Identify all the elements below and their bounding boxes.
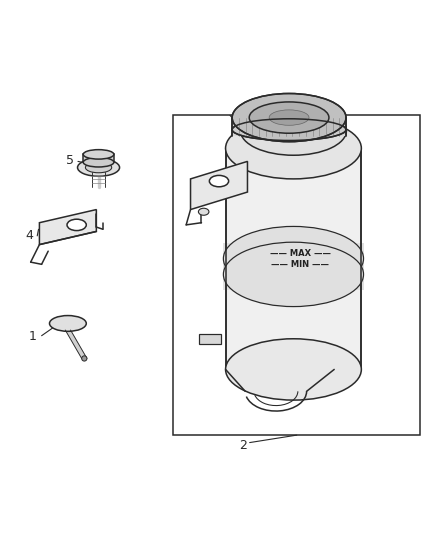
Bar	[232, 116, 346, 135]
Text: 5: 5	[66, 154, 74, 167]
Polygon shape	[191, 161, 247, 209]
Polygon shape	[199, 334, 221, 344]
Ellipse shape	[209, 175, 229, 187]
Ellipse shape	[240, 106, 346, 155]
Ellipse shape	[226, 118, 361, 179]
Bar	[83, 155, 114, 162]
Text: —— MAX ——: —— MAX ——	[269, 249, 331, 258]
Text: 3: 3	[235, 124, 243, 137]
Ellipse shape	[83, 158, 114, 167]
Ellipse shape	[83, 150, 114, 159]
Ellipse shape	[232, 93, 346, 142]
Text: 2: 2	[239, 439, 247, 451]
Ellipse shape	[232, 119, 346, 141]
Ellipse shape	[269, 110, 309, 125]
Polygon shape	[39, 209, 96, 245]
Text: 1: 1	[29, 330, 37, 343]
Bar	[223, 243, 364, 290]
Text: 4: 4	[26, 229, 34, 243]
Ellipse shape	[67, 219, 86, 231]
Ellipse shape	[198, 208, 209, 215]
Ellipse shape	[226, 339, 361, 400]
Ellipse shape	[223, 242, 364, 306]
Polygon shape	[226, 148, 361, 369]
Ellipse shape	[249, 102, 329, 133]
Ellipse shape	[49, 316, 86, 332]
Ellipse shape	[78, 159, 120, 176]
Ellipse shape	[223, 227, 364, 291]
Ellipse shape	[81, 356, 87, 361]
Text: —— MIN ——: —— MIN ——	[271, 260, 329, 269]
Ellipse shape	[85, 162, 112, 173]
Bar	[173, 115, 420, 435]
